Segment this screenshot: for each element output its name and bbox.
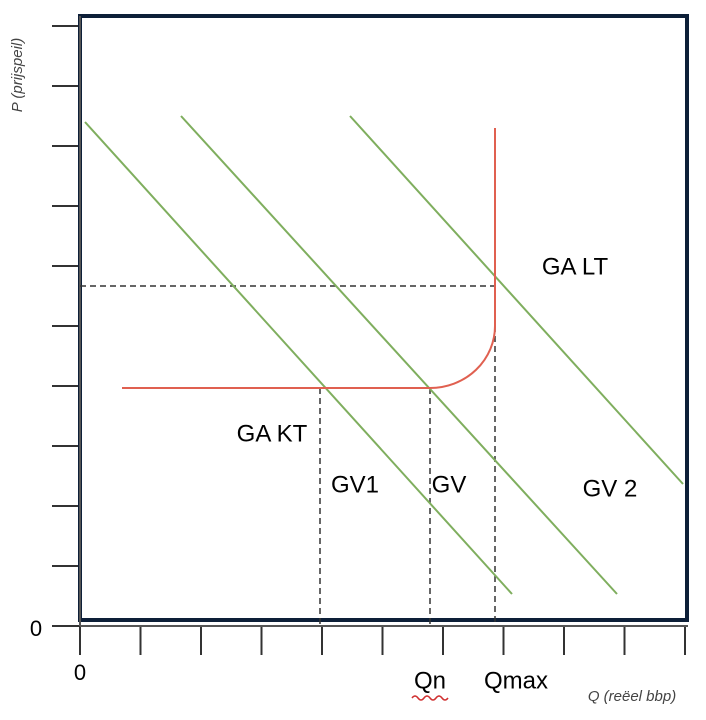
supply-curve bbox=[122, 128, 496, 389]
qn-label: Qn bbox=[414, 667, 446, 694]
x-axis-title: Q (reëel bbp) bbox=[588, 688, 676, 705]
gv2-line bbox=[349, 115, 684, 485]
guides bbox=[80, 285, 496, 626]
x-origin: 0 bbox=[74, 660, 86, 685]
y-axis-title: P (prijspeil) bbox=[9, 38, 26, 112]
spell-underline bbox=[411, 695, 449, 701]
gv1-line bbox=[84, 121, 513, 595]
qmax-label: Qmax bbox=[484, 667, 548, 694]
gv-label: GV bbox=[432, 471, 467, 498]
gv1-label: GV1 bbox=[331, 471, 379, 498]
axis-ticks bbox=[52, 25, 686, 655]
gv-line bbox=[180, 115, 618, 595]
y-origin: 0 bbox=[30, 616, 42, 641]
ga-lt-label: GA LT bbox=[542, 253, 609, 280]
frame bbox=[78, 14, 689, 622]
ga-kt-label: GA KT bbox=[237, 420, 308, 447]
gv2-label: GV 2 bbox=[583, 475, 638, 502]
demand-curves bbox=[84, 115, 684, 595]
